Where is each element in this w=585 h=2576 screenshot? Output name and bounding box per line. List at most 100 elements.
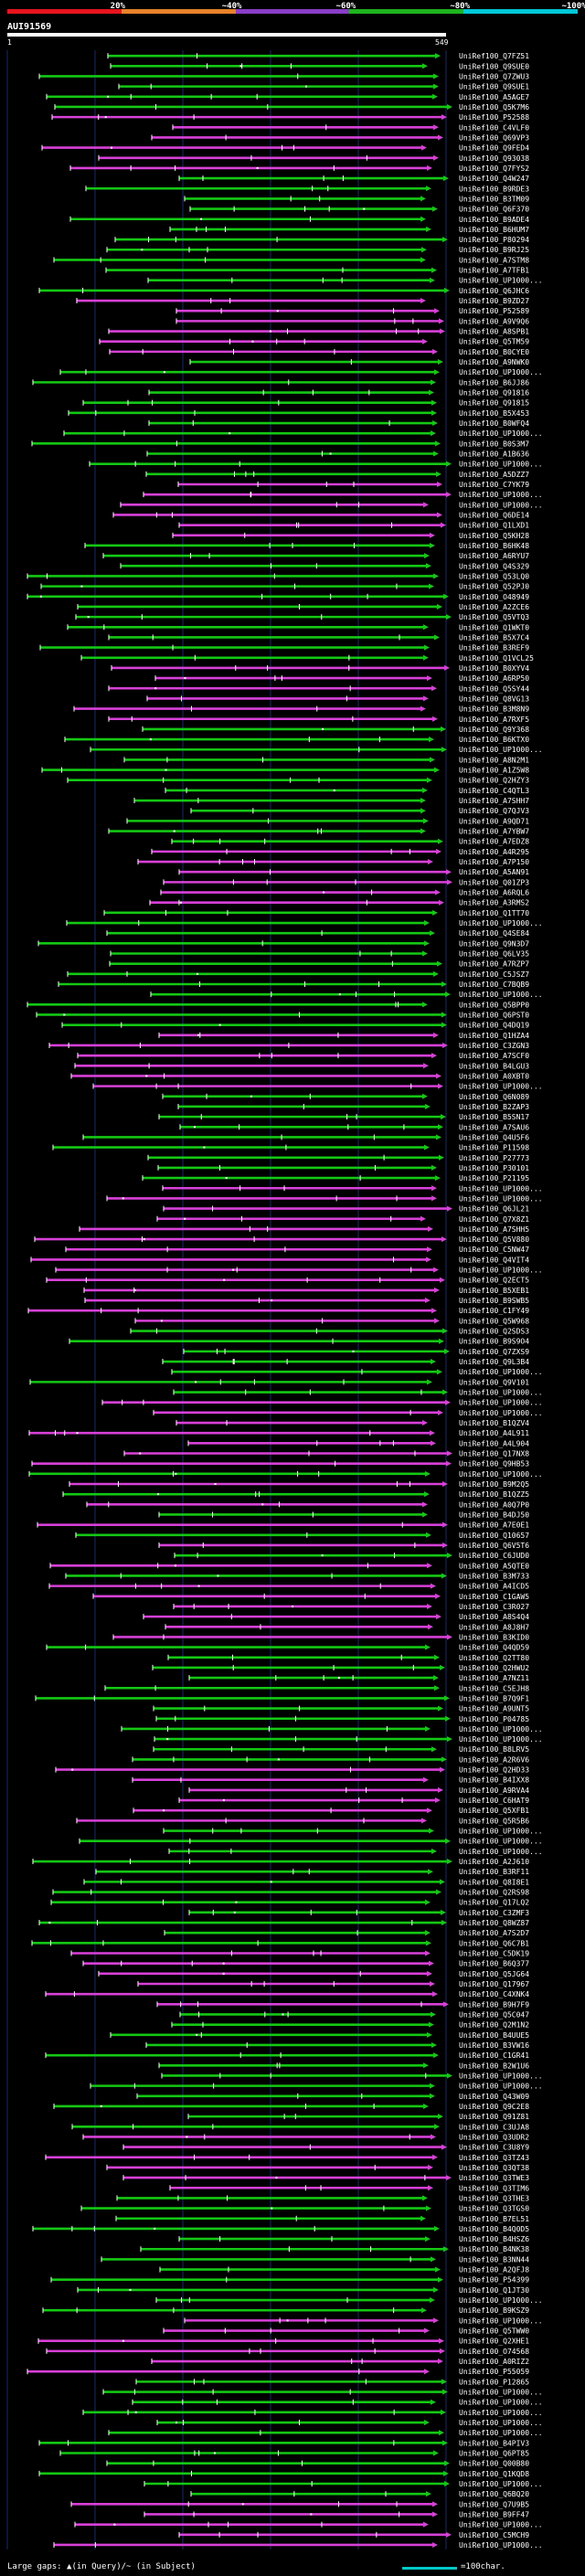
hit-arrow [435,1175,441,1182]
hit-arrow [429,1828,434,1834]
hit-label: UniRef100_B9S9O4 [459,1338,529,1346]
hit-label: UniRef100_UP1000... [459,746,543,754]
hit-label: UniRef100_B3M733 [459,1572,529,1580]
hit-arrow [431,1308,437,1314]
hit-label: UniRef100_A0Q7P0 [459,1500,529,1509]
hit-arrow [433,154,439,161]
gap-marker [304,85,307,88]
hit-label: UniRef100_B3KID0 [459,1633,529,1641]
gap-marker [143,1238,145,1241]
gap-marker [193,1126,196,1129]
hit-arrow [426,2491,431,2497]
hit-arrow [431,1746,437,1753]
hit-arrow [424,553,430,559]
hit-label: UniRef100_Q1WKT0 [459,623,529,631]
hit-label: UniRef100_A7RZP7 [459,960,529,969]
gap-marker [76,1432,79,1435]
hit-arrow [433,83,439,90]
hit-label: UniRef100_Q8I8E1 [459,1878,529,1886]
hit-arrow [433,1032,439,1038]
hit-row: UniRef100_C4VLF0 [172,123,529,132]
gap-marker [175,1472,177,1475]
gap-marker [217,1574,219,1577]
hit-row: UniRef100_A4L911 [28,1429,529,1437]
footer: Large gaps: ▲(in Query)/~ (in Subject) =… [0,2559,585,2576]
hit-label: UniRef100_UP1000... [459,501,543,509]
hit-row: UniRef100_Q5R5B6 [76,1817,529,1825]
hit-label: UniRef100_UP1000... [459,2316,543,2325]
hit-label: UniRef100_Q2HWU2 [459,1664,529,1672]
hit-arrow [423,2103,429,2109]
hit-label: UniRef100_Q7U9B5 [459,2500,529,2508]
hit-row: UniRef100_B6KTX0 [64,736,529,744]
hit-label: UniRef100_UP1000... [459,1399,543,1407]
hit-label: UniRef100_Q1LXD1 [459,522,529,530]
hit-label: UniRef100_UP1000... [459,1735,543,1744]
hit-row: UniRef100_Q6BQ20 [190,2490,529,2498]
hit-arrow [434,369,440,376]
hit-row: UniRef100_B1QZV4 [176,1419,529,1427]
hit-label: UniRef100_B9FF47 [459,2510,529,2518]
hit-arrow [441,2409,446,2415]
hit-row: UniRef100_Q5V880 [34,1235,529,1244]
hit-label: UniRef100_Q5KH28 [459,532,529,540]
hit-arrow [438,2359,443,2365]
hit-label: UniRef100_UP1000... [459,277,543,285]
hit-arrow [423,695,429,702]
hit-arrow [427,164,432,171]
hit-row: UniRef100_Q5XFB1 [133,1807,529,1815]
hit-arrow [447,103,452,110]
hit-arrow [433,573,439,579]
hit-row: UniRef100_UP1000... [59,368,543,376]
gap-marker [154,687,157,690]
alignment-canvas: UniRef100_Q7FZ51 UniRef100_Q9SUE0 UniRef10… [6,50,543,2549]
hit-label: UniRef100_O48949 [459,593,529,601]
gap-marker [113,2523,116,2526]
hit-arrow [446,869,452,875]
hit-label: UniRef100_Q2SDS3 [459,1328,529,1336]
hit-row: UniRef100_B9H7F9 [156,2000,529,2009]
hit-label: UniRef100_UP1000... [459,1194,543,1203]
hit-row: UniRef100_P30101 [157,1164,529,1172]
gap-marker [337,1677,340,1680]
hit-row: UniRef100_B9FF47 [144,2510,529,2518]
hit-arrow [430,930,435,937]
hit-arrow [441,2379,447,2385]
hit-label: UniRef100_B4NK38 [459,2245,529,2253]
hit-arrow [431,685,437,692]
hit-label: UniRef100_Q5K7M6 [459,103,529,111]
hit-row: UniRef100_Q2SDS3 [130,1328,529,1336]
hit-arrow [436,471,441,477]
hit-arrow [433,451,439,457]
hit-label: UniRef100_Q5SY44 [459,684,529,693]
hit-arrow [430,2083,435,2089]
gap-marker [107,95,110,98]
hit-label: UniRef100_B1QZV4 [459,1419,529,1427]
hit-label: UniRef100_Q5W968 [459,1317,529,1325]
hit-label: UniRef100_UP1000... [459,1184,543,1193]
hit-label: UniRef100_A7RXF5 [459,716,529,724]
hit-row: UniRef100_Q17NX8 [123,1450,529,1458]
hit-arrow [437,512,442,518]
hit-row: UniRef100_UP1000... [168,1848,543,1856]
hit-label: UniRef100_Q10657 [459,1532,529,1540]
gap-marker [269,330,271,333]
hit-row: UniRef100_Q43W09 [136,2093,529,2101]
hit-arrow [420,828,426,834]
gap-marker [363,207,366,210]
hit-label: UniRef100_A7SAU6 [459,1123,529,1131]
hit-arrow [438,359,443,366]
hit-arrow [420,798,426,804]
hit-arrow [425,1725,431,1732]
hit-label: UniRef100_Q1VCL25 [459,654,534,663]
hit-arrow [422,1501,428,1508]
hit-arrow [442,1480,448,1487]
hit-row: UniRef100_UP1000... [90,746,543,754]
hit-row: UniRef100_Q2HWU2 [152,1664,529,1672]
hit-label: UniRef100_B9H7F9 [459,2000,529,2009]
hit-arrow [432,93,438,100]
hit-row: UniRef100_Q17967 [137,1980,529,1988]
gap-marker [87,616,90,619]
hit-arrow [421,1818,427,1824]
hit-row: UniRef100_Q69VP3 [151,133,529,142]
